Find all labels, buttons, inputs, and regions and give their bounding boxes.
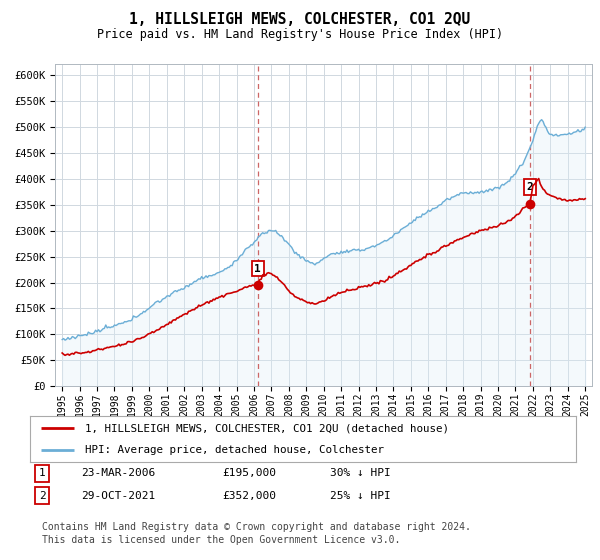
Text: HPI: Average price, detached house, Colchester: HPI: Average price, detached house, Colc…: [85, 445, 383, 455]
Text: Price paid vs. HM Land Registry's House Price Index (HPI): Price paid vs. HM Land Registry's House …: [97, 28, 503, 41]
Text: 1: 1: [38, 468, 46, 478]
Text: 2: 2: [527, 182, 533, 192]
Text: 1: 1: [254, 264, 261, 273]
Text: 29-OCT-2021: 29-OCT-2021: [81, 491, 155, 501]
Text: £195,000: £195,000: [222, 468, 276, 478]
Text: Contains HM Land Registry data © Crown copyright and database right 2024.
This d: Contains HM Land Registry data © Crown c…: [42, 522, 471, 545]
Text: 30% ↓ HPI: 30% ↓ HPI: [330, 468, 391, 478]
Text: 1, HILLSLEIGH MEWS, COLCHESTER, CO1 2QU (detached house): 1, HILLSLEIGH MEWS, COLCHESTER, CO1 2QU …: [85, 423, 449, 433]
Text: 25% ↓ HPI: 25% ↓ HPI: [330, 491, 391, 501]
Text: 1, HILLSLEIGH MEWS, COLCHESTER, CO1 2QU: 1, HILLSLEIGH MEWS, COLCHESTER, CO1 2QU: [130, 12, 470, 27]
Text: 2: 2: [38, 491, 46, 501]
Text: £352,000: £352,000: [222, 491, 276, 501]
Text: 23-MAR-2006: 23-MAR-2006: [81, 468, 155, 478]
